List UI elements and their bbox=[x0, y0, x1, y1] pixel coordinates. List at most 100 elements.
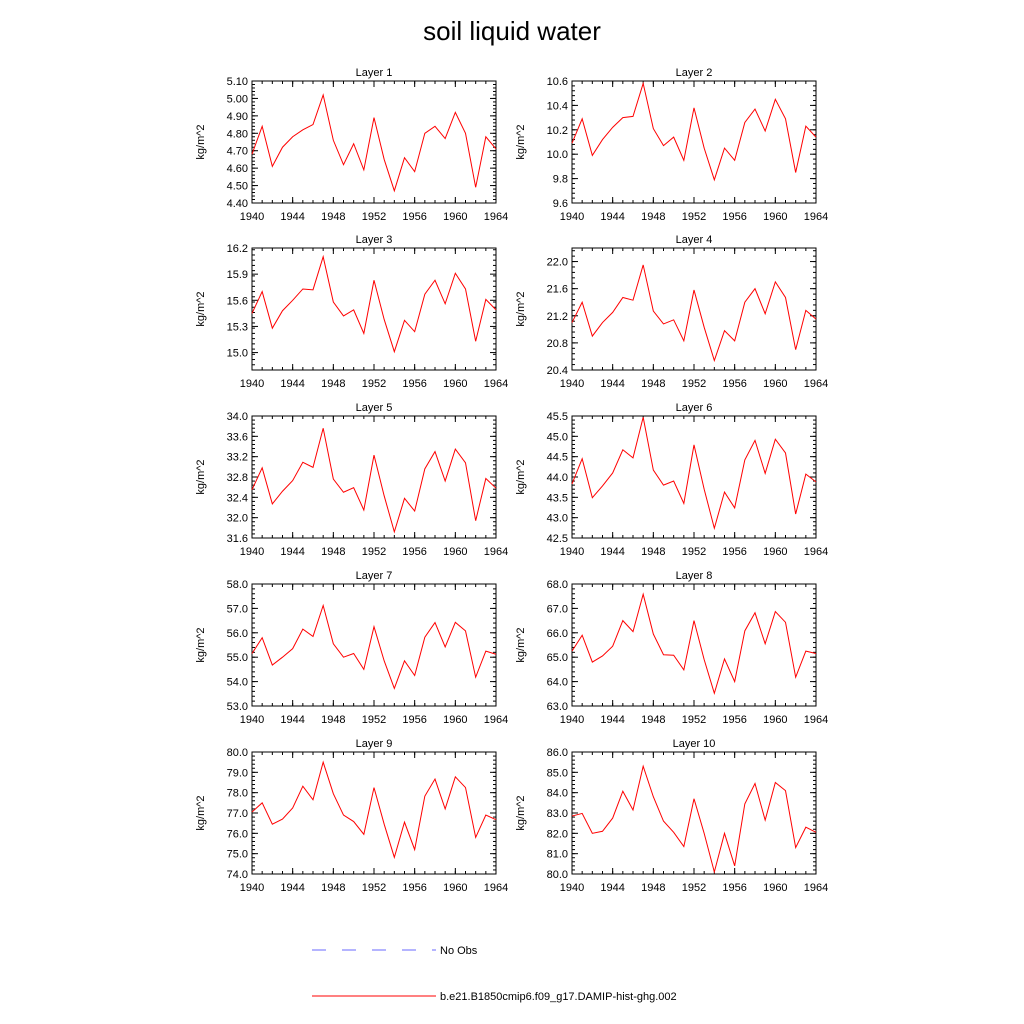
y-tick-label: 75.0 bbox=[227, 849, 248, 861]
y-axis-label: kg/m^2 bbox=[195, 795, 207, 830]
x-tick-label: 1948 bbox=[641, 211, 665, 223]
y-tick-label: 22.0 bbox=[547, 257, 568, 269]
panel-9: Layer 9 kg/m^2 1940 1944 1948 1952 1956 1960 196… bbox=[195, 738, 508, 894]
x-tick-label: 1952 bbox=[682, 882, 706, 894]
y-tick-label: 10.6 bbox=[547, 76, 568, 88]
x-tick-label: 1948 bbox=[321, 211, 345, 223]
x-tick-label: 1944 bbox=[600, 546, 624, 558]
panel-frame bbox=[251, 415, 497, 539]
panel-5: Layer 5 kg/m^2 1940 1944 1948 1952 1956 1960 196… bbox=[195, 402, 508, 558]
x-tick-label: 1964 bbox=[484, 211, 508, 223]
panel-frame bbox=[571, 583, 817, 707]
x-tick-label: 1952 bbox=[682, 378, 706, 390]
y-tick-label: 21.6 bbox=[547, 284, 568, 296]
y-tick-label: 74.0 bbox=[227, 869, 248, 881]
y-tick-label: 20.8 bbox=[547, 338, 568, 350]
x-tick-label: 1956 bbox=[722, 211, 746, 223]
panel-frame bbox=[251, 247, 497, 371]
y-tick-label: 5.10 bbox=[227, 76, 248, 88]
y-tick-label: 10.0 bbox=[547, 149, 568, 161]
y-tick-label: 32.4 bbox=[227, 492, 248, 504]
y-tick-label: 10.4 bbox=[547, 100, 568, 112]
x-tick-label: 1956 bbox=[402, 546, 426, 558]
x-tick-label: 1960 bbox=[443, 714, 467, 726]
x-tick-label: 1960 bbox=[443, 546, 467, 558]
y-tick-label: 10.2 bbox=[547, 125, 568, 137]
y-tick-label: 77.0 bbox=[227, 808, 248, 820]
x-tick-label: 1956 bbox=[402, 882, 426, 894]
y-tick-label: 80.0 bbox=[227, 747, 248, 759]
y-tick-label: 84.0 bbox=[547, 788, 568, 800]
panel-8: Layer 8 kg/m^2 1940 1944 1948 1952 1956 1960 196… bbox=[515, 570, 828, 726]
y-tick-label: 34.0 bbox=[227, 411, 248, 423]
x-tick-label: 1952 bbox=[362, 714, 386, 726]
y-axis-label: kg/m^2 bbox=[195, 459, 207, 494]
y-tick-label: 4.90 bbox=[227, 111, 248, 123]
y-tick-label: 32.0 bbox=[227, 513, 248, 525]
panel-frame bbox=[251, 80, 497, 204]
y-tick-label: 83.0 bbox=[547, 808, 568, 820]
y-tick-label: 9.6 bbox=[553, 198, 568, 210]
y-axis-label: kg/m^2 bbox=[515, 795, 527, 830]
y-tick-label: 31.6 bbox=[227, 533, 248, 545]
x-tick-label: 1948 bbox=[321, 714, 345, 726]
x-tick-label: 1952 bbox=[682, 546, 706, 558]
y-tick-label: 57.0 bbox=[227, 603, 248, 615]
x-tick-label: 1960 bbox=[763, 211, 787, 223]
panel-frame bbox=[571, 247, 817, 371]
y-axis-label: kg/m^2 bbox=[195, 627, 207, 662]
x-tick-label: 1960 bbox=[443, 378, 467, 390]
panel-2: Layer 2 kg/m^2 1940 1944 1948 1952 1956 1960 196… bbox=[515, 67, 828, 223]
x-tick-label: 1940 bbox=[240, 211, 264, 223]
chart-title: soil liquid water bbox=[423, 16, 601, 46]
y-tick-label: 64.0 bbox=[547, 677, 568, 689]
y-tick-label: 45.0 bbox=[547, 431, 568, 443]
y-axis-label: kg/m^2 bbox=[195, 124, 207, 159]
y-tick-label: 21.2 bbox=[547, 311, 568, 323]
panel-title: Layer 6 bbox=[676, 402, 713, 414]
y-tick-label: 42.5 bbox=[547, 533, 568, 545]
y-tick-label: 15.9 bbox=[227, 269, 248, 281]
x-tick-label: 1964 bbox=[804, 882, 828, 894]
y-tick-label: 53.0 bbox=[227, 701, 248, 713]
panel-title: Layer 7 bbox=[356, 570, 393, 582]
y-tick-label: 4.50 bbox=[227, 181, 248, 193]
x-tick-label: 1956 bbox=[402, 378, 426, 390]
y-axis-label: kg/m^2 bbox=[195, 291, 207, 326]
x-tick-label: 1952 bbox=[362, 211, 386, 223]
panel-title: Layer 5 bbox=[356, 402, 393, 414]
y-tick-label: 4.60 bbox=[227, 163, 248, 175]
y-tick-label: 20.4 bbox=[547, 365, 568, 377]
x-tick-label: 1940 bbox=[560, 378, 584, 390]
x-tick-label: 1956 bbox=[722, 714, 746, 726]
x-tick-label: 1940 bbox=[240, 714, 264, 726]
x-tick-label: 1940 bbox=[560, 882, 584, 894]
x-tick-label: 1948 bbox=[641, 714, 665, 726]
y-tick-label: 15.3 bbox=[227, 321, 248, 333]
y-tick-label: 4.40 bbox=[227, 198, 248, 210]
y-tick-label: 33.6 bbox=[227, 431, 248, 443]
x-tick-label: 1944 bbox=[280, 882, 304, 894]
series-line bbox=[571, 592, 817, 696]
x-tick-label: 1948 bbox=[641, 546, 665, 558]
y-tick-label: 44.0 bbox=[547, 472, 568, 484]
x-tick-label: 1960 bbox=[763, 714, 787, 726]
x-tick-label: 1960 bbox=[763, 882, 787, 894]
y-axis-label: kg/m^2 bbox=[515, 459, 527, 494]
y-tick-label: 76.0 bbox=[227, 828, 248, 840]
x-tick-label: 1948 bbox=[321, 378, 345, 390]
x-tick-label: 1940 bbox=[560, 211, 584, 223]
y-tick-label: 63.0 bbox=[547, 701, 568, 713]
x-tick-label: 1960 bbox=[763, 378, 787, 390]
x-tick-label: 1944 bbox=[600, 211, 624, 223]
series-line bbox=[251, 93, 497, 193]
y-tick-label: 9.8 bbox=[553, 174, 568, 186]
x-tick-label: 1964 bbox=[484, 882, 508, 894]
y-tick-label: 43.0 bbox=[547, 513, 568, 525]
x-tick-label: 1952 bbox=[362, 546, 386, 558]
series-line bbox=[251, 254, 497, 354]
x-tick-label: 1948 bbox=[321, 546, 345, 558]
panel-frame bbox=[251, 583, 497, 707]
y-tick-label: 4.80 bbox=[227, 128, 248, 140]
y-tick-label: 67.0 bbox=[547, 603, 568, 615]
